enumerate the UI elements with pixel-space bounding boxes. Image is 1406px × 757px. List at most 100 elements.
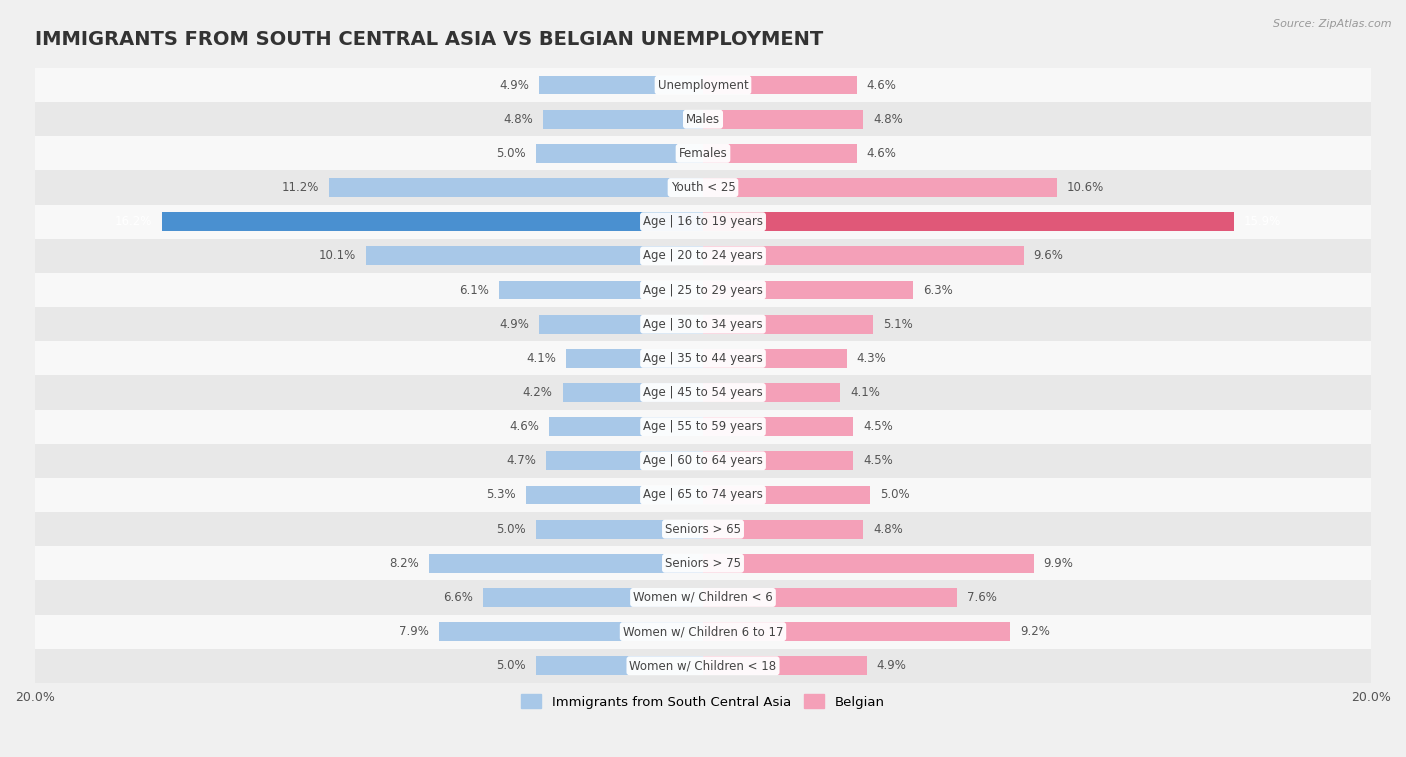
Text: Age | 60 to 64 years: Age | 60 to 64 years [643, 454, 763, 467]
Text: 4.1%: 4.1% [526, 352, 555, 365]
Bar [562, 383, 703, 402]
Text: Seniors > 65: Seniors > 65 [665, 522, 741, 536]
Text: Age | 35 to 44 years: Age | 35 to 44 years [643, 352, 763, 365]
Text: 5.0%: 5.0% [496, 659, 526, 672]
Bar [439, 622, 703, 641]
Text: Males: Males [686, 113, 720, 126]
Bar [35, 512, 1371, 547]
Bar [35, 341, 1371, 375]
Text: Age | 30 to 34 years: Age | 30 to 34 years [643, 318, 763, 331]
Text: 4.2%: 4.2% [523, 386, 553, 399]
Bar [550, 417, 703, 436]
Bar [526, 485, 703, 504]
Bar [35, 273, 1371, 307]
Text: 7.9%: 7.9% [399, 625, 429, 638]
Text: 15.9%: 15.9% [1244, 215, 1281, 228]
Bar [35, 102, 1371, 136]
Bar [35, 410, 1371, 444]
Text: Women w/ Children < 18: Women w/ Children < 18 [630, 659, 776, 672]
Text: 9.2%: 9.2% [1021, 625, 1050, 638]
Bar [567, 349, 703, 368]
Bar [35, 204, 1371, 238]
Bar [35, 478, 1371, 512]
Bar [703, 110, 863, 129]
Bar [35, 136, 1371, 170]
Text: 4.1%: 4.1% [851, 386, 880, 399]
Text: 4.8%: 4.8% [873, 522, 903, 536]
Text: 16.2%: 16.2% [114, 215, 152, 228]
Text: 8.2%: 8.2% [389, 557, 419, 570]
Bar [329, 178, 703, 197]
Bar [703, 451, 853, 470]
Text: 4.9%: 4.9% [499, 318, 529, 331]
Text: Age | 20 to 24 years: Age | 20 to 24 years [643, 249, 763, 263]
Text: 4.6%: 4.6% [509, 420, 540, 433]
Bar [703, 349, 846, 368]
Text: 9.6%: 9.6% [1033, 249, 1063, 263]
Bar [162, 212, 703, 231]
Legend: Immigrants from South Central Asia, Belgian: Immigrants from South Central Asia, Belg… [516, 689, 890, 714]
Text: Females: Females [679, 147, 727, 160]
Text: 7.6%: 7.6% [967, 591, 997, 604]
Bar [35, 68, 1371, 102]
Text: Age | 45 to 54 years: Age | 45 to 54 years [643, 386, 763, 399]
Bar [703, 76, 856, 95]
Text: 4.6%: 4.6% [866, 147, 897, 160]
Text: Youth < 25: Youth < 25 [671, 181, 735, 194]
Bar [546, 451, 703, 470]
Text: 4.9%: 4.9% [877, 659, 907, 672]
Text: 11.2%: 11.2% [281, 181, 319, 194]
Text: 4.8%: 4.8% [503, 113, 533, 126]
Bar [429, 554, 703, 573]
Bar [543, 110, 703, 129]
Bar [35, 170, 1371, 204]
Text: 5.0%: 5.0% [880, 488, 910, 501]
Bar [35, 581, 1371, 615]
Bar [536, 520, 703, 538]
Text: 4.6%: 4.6% [866, 79, 897, 92]
Bar [703, 417, 853, 436]
Bar [35, 615, 1371, 649]
Text: Women w/ Children 6 to 17: Women w/ Children 6 to 17 [623, 625, 783, 638]
Bar [536, 144, 703, 163]
Bar [703, 520, 863, 538]
Bar [703, 485, 870, 504]
Bar [540, 315, 703, 334]
Bar [703, 383, 839, 402]
Text: 5.0%: 5.0% [496, 147, 526, 160]
Text: IMMIGRANTS FROM SOUTH CENTRAL ASIA VS BELGIAN UNEMPLOYMENT: IMMIGRANTS FROM SOUTH CENTRAL ASIA VS BE… [35, 30, 823, 49]
Bar [703, 281, 914, 300]
Text: 4.5%: 4.5% [863, 420, 893, 433]
Text: Unemployment: Unemployment [658, 79, 748, 92]
Bar [703, 178, 1057, 197]
Bar [703, 656, 866, 675]
Text: Age | 65 to 74 years: Age | 65 to 74 years [643, 488, 763, 501]
Text: Women w/ Children < 6: Women w/ Children < 6 [633, 591, 773, 604]
Text: 6.6%: 6.6% [443, 591, 472, 604]
Text: 4.8%: 4.8% [873, 113, 903, 126]
Bar [703, 144, 856, 163]
Text: 4.5%: 4.5% [863, 454, 893, 467]
Text: Age | 16 to 19 years: Age | 16 to 19 years [643, 215, 763, 228]
Bar [35, 547, 1371, 581]
Bar [703, 212, 1234, 231]
Text: 5.0%: 5.0% [496, 522, 526, 536]
Text: Age | 25 to 29 years: Age | 25 to 29 years [643, 284, 763, 297]
Bar [703, 588, 957, 607]
Text: 4.3%: 4.3% [856, 352, 886, 365]
Text: 4.7%: 4.7% [506, 454, 536, 467]
Bar [366, 247, 703, 265]
Bar [703, 315, 873, 334]
Text: 10.1%: 10.1% [318, 249, 356, 263]
Bar [35, 649, 1371, 683]
Bar [540, 76, 703, 95]
Bar [703, 247, 1024, 265]
Text: 6.1%: 6.1% [460, 284, 489, 297]
Bar [482, 588, 703, 607]
Text: Source: ZipAtlas.com: Source: ZipAtlas.com [1274, 19, 1392, 29]
Bar [35, 375, 1371, 410]
Text: 10.6%: 10.6% [1067, 181, 1104, 194]
Text: Seniors > 75: Seniors > 75 [665, 557, 741, 570]
Bar [35, 238, 1371, 273]
Bar [499, 281, 703, 300]
